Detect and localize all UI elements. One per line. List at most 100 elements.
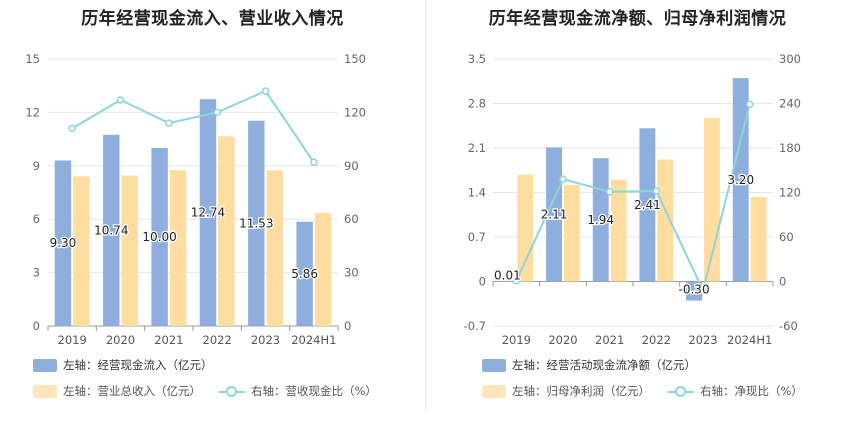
line-point	[213, 108, 221, 117]
bar-primary	[199, 99, 217, 326]
line-point	[699, 286, 707, 295]
x-axis-tick-label: 2020	[548, 333, 577, 347]
x-axis-tick-label: 2019	[58, 333, 87, 347]
bar-secondary	[121, 175, 138, 326]
left-axis-tick-label: 12	[25, 105, 40, 119]
right-axis-tick-label: -60	[779, 319, 798, 333]
left-axis-tick-label: 1.4	[468, 186, 486, 200]
right-axis-tick-label: 120	[344, 105, 366, 119]
x-axis-tick-label: 2022	[642, 333, 671, 347]
bar-data-label: 5.86	[291, 267, 318, 281]
right-axis-tick-label: 150	[344, 52, 366, 66]
left-axis-tick-label: 0	[33, 319, 40, 333]
right-axis-tick-label: 60	[344, 212, 359, 226]
right-axis-tick-label: 30	[344, 266, 359, 280]
bar-data-label: 2.41	[634, 198, 661, 212]
right-axis-tick-label: 0	[779, 275, 786, 289]
line-point	[652, 187, 661, 195]
bar-data-label: 0.01	[494, 269, 521, 283]
bar-primary	[151, 148, 168, 326]
right-axis-tick-label: 180	[779, 141, 801, 155]
bar-primary	[54, 160, 72, 326]
left-axis-tick-label: 9	[33, 159, 40, 173]
bar-secondary	[517, 174, 534, 282]
x-axis-tick-label: 2024H1	[727, 333, 772, 347]
line-point	[116, 96, 125, 104]
right-axis-tick-label: 120	[779, 186, 801, 200]
x-axis-tick-label: 2020	[106, 333, 135, 347]
bar-secondary	[657, 159, 674, 282]
left-axis-tick-label: 2.1	[468, 141, 486, 155]
bar-primary	[296, 221, 313, 326]
legend-line-marker-icon	[668, 385, 694, 398]
left-axis-tick-label: 3	[33, 266, 40, 280]
left-axis-tick-label: 2.8	[468, 97, 486, 111]
legend-swatch	[482, 358, 506, 372]
right-axis-tick-label: 300	[779, 52, 801, 66]
legend-item-line[interactable]: 右轴：营收现金比（%）	[219, 383, 377, 399]
left-axis-tick-label: 3.5	[468, 52, 486, 66]
line-point	[165, 119, 173, 127]
legend-item-bar-2[interactable]: 左轴：归母净利润（亿元）	[482, 383, 650, 399]
x-axis-tick-label: 2021	[154, 333, 183, 347]
chart-plot: -0.7 0 0.7 1.4 2.1 2.8 3.5 -60 0 60 120 180 240 300 20…	[464, 52, 801, 347]
chart-title: 历年经营现金流入、营业收入情况	[81, 9, 344, 29]
x-axis-tick-label: 2023	[251, 333, 280, 347]
chart-title: 历年经营现金流净额、归母净利润情况	[488, 9, 787, 29]
bar-primary	[639, 128, 656, 282]
right-axis-tick-label: 60	[779, 230, 794, 244]
line-point	[605, 188, 614, 196]
bar-primary	[103, 134, 120, 326]
left-axis-tick-label: 0.7	[468, 230, 486, 244]
left-axis-tick-label: 6	[33, 212, 40, 226]
bar-primary	[686, 281, 702, 301]
bar-primary	[499, 280, 516, 282]
bar-secondary	[564, 184, 580, 282]
legend-label: 左轴：营业总收入（亿元）	[63, 384, 201, 398]
legend-item-bar-1[interactable]: 左轴：经营活动现金流净额（亿元）	[482, 357, 696, 373]
x-axis-tick-label: 2023	[688, 333, 717, 347]
legend-label: 右轴：营收现金比（%）	[251, 384, 377, 398]
bar-secondary	[218, 136, 235, 326]
line-point	[68, 124, 76, 133]
legend-label: 左轴：经营现金流入（亿元）	[63, 358, 213, 372]
legend-item-line[interactable]: 右轴：净现比（%）	[668, 383, 803, 399]
right-axis-tick-label: 90	[344, 159, 359, 173]
bar-secondary	[610, 179, 627, 282]
left-axis-tick-label: 15	[25, 52, 40, 66]
bar-data-label: 10.00	[142, 230, 176, 244]
chart-panel-cash-inflow: 历年经营现金流入、营业收入情况 0 3 6 9 12 15 0 30 60 90 120 150 201…	[25, 9, 377, 399]
bar-primary	[732, 78, 749, 282]
bar-data-label: 2.11	[541, 207, 568, 221]
legend-label: 右轴：净现比（%）	[700, 384, 803, 398]
bar-data-label: 1.94	[587, 213, 614, 227]
legend-item-bar-2[interactable]: 左轴：营业总收入（亿元）	[33, 383, 201, 399]
bar-secondary	[169, 170, 187, 326]
bar-secondary	[73, 176, 90, 326]
bar-data-label: 10.74	[94, 223, 128, 237]
x-axis-tick-label: 2021	[595, 333, 624, 347]
legend-line-marker-icon	[219, 385, 245, 398]
line-point	[512, 277, 521, 285]
bar-data-label: 3.20	[727, 173, 754, 187]
left-axis-tick-label: 0	[479, 275, 486, 289]
bar-data-label: -0.30	[679, 283, 710, 297]
line-point	[745, 100, 754, 108]
legend-label: 左轴：归母净利润（亿元）	[512, 384, 650, 398]
chart-panel-net-cash: 历年经营现金流净额、归母净利润情况 -0.7 0 0.7 1.4 2.1 2.8 3.5 -6…	[425, 0, 850, 437]
panel-divider	[425, 0, 426, 410]
bar-data-label: 12.74	[191, 206, 225, 220]
bar-primary	[546, 147, 562, 282]
line-point	[310, 158, 318, 166]
legend-swatch	[33, 358, 57, 372]
line-series	[515, 103, 751, 294]
bar-secondary	[314, 212, 332, 326]
line-series	[71, 89, 315, 163]
bar-secondary	[750, 196, 767, 282]
right-axis-tick-label: 240	[779, 97, 801, 111]
legend-swatch	[33, 384, 57, 398]
x-axis-tick-label: 2019	[502, 333, 531, 347]
x-axis-tick-label: 2024H1	[291, 333, 336, 347]
legend-item-bar-1[interactable]: 左轴：经营现金流入（亿元）	[33, 357, 213, 373]
